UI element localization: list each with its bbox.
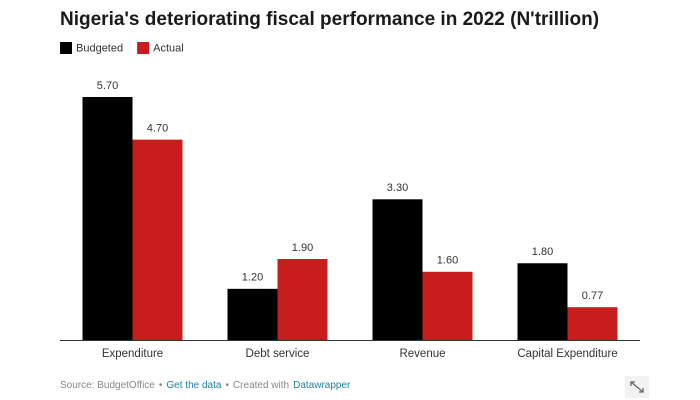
value-label: 5.70 (97, 80, 118, 92)
value-label: 3.30 (387, 182, 408, 194)
value-label: 1.60 (437, 255, 458, 267)
legend-label: Budgeted (76, 42, 123, 54)
expand-icon[interactable] (625, 376, 649, 398)
bar (372, 199, 423, 340)
value-label: 1.90 (292, 242, 313, 254)
get-data-link[interactable]: Get the data (166, 380, 221, 391)
bar (517, 263, 568, 340)
bar (422, 271, 473, 340)
value-label: 4.70 (147, 123, 168, 135)
value-label: 1.20 (242, 272, 263, 284)
x-tick-label: Capital Expenditure (517, 348, 617, 360)
chart-title: Nigeria's deteriorating fiscal performan… (60, 9, 599, 30)
bar (132, 139, 183, 340)
footer: Source: BudgetOffice • Get the data • Create… (60, 380, 351, 391)
bar (227, 288, 278, 340)
value-label: 0.77 (582, 290, 603, 302)
legend-swatch (60, 42, 72, 54)
footer-text: Source: BudgetOffice • Get the data • Create… (60, 380, 351, 391)
x-tick-label: Revenue (399, 348, 445, 360)
separator: • (225, 380, 229, 391)
separator: • (159, 380, 163, 391)
bar (82, 97, 133, 340)
value-label: 1.80 (532, 246, 553, 258)
datawrapper-link[interactable]: Datawrapper (293, 380, 351, 391)
source: Source: BudgetOffice (60, 380, 155, 391)
legend-swatch (137, 42, 150, 54)
created-with: Created with (233, 380, 289, 391)
x-tick-label: Expenditure (102, 348, 163, 360)
x-tick-label: Debt service (246, 348, 310, 360)
bar (277, 259, 328, 340)
legend-label: Actual (153, 42, 184, 54)
bar (567, 307, 618, 340)
